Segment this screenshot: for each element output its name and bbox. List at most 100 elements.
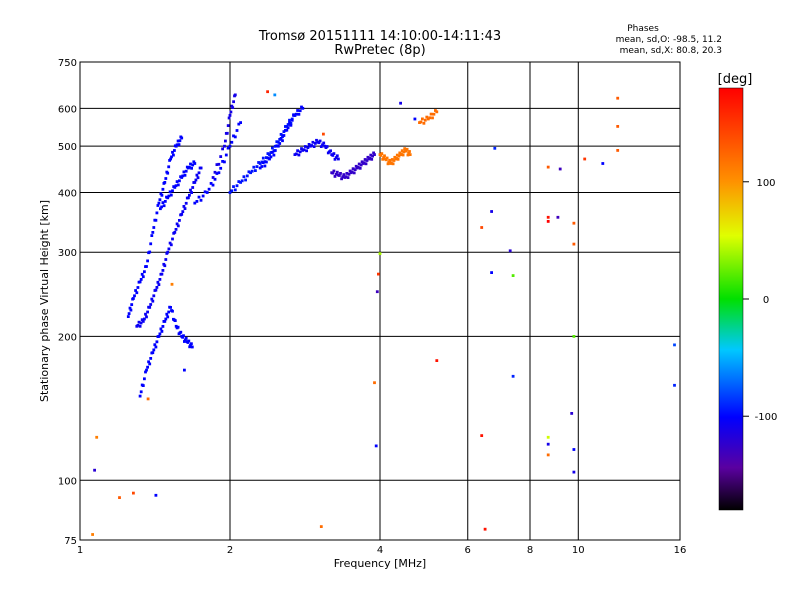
echo-point [136, 324, 140, 327]
echo-point [193, 181, 197, 184]
echo-point [190, 191, 193, 194]
echo-point [145, 315, 148, 319]
echo-point [189, 343, 192, 347]
echo-point [294, 152, 298, 156]
echo-point [152, 226, 156, 229]
echo-point [282, 134, 286, 137]
echo-point [378, 252, 382, 255]
echo-point [219, 166, 223, 170]
echo-point [405, 147, 409, 151]
echo-point [149, 357, 153, 360]
echo-point [171, 309, 174, 313]
echo-point [174, 144, 178, 148]
echo-point [480, 434, 484, 437]
chart-title: Tromsø 20151111 14:10:00-14:11:43 [258, 29, 501, 44]
echo-point [380, 152, 384, 155]
echo-point [511, 374, 515, 378]
echo-point [263, 160, 267, 163]
colorbar-ticks: 100 0 -100 [743, 178, 777, 423]
echo-point [261, 156, 265, 160]
echo-point [271, 150, 274, 154]
echo-point [400, 149, 404, 153]
echo-point [224, 153, 228, 157]
echo-point [242, 175, 246, 179]
echo-point [546, 220, 550, 223]
y-tick-label: 300 [58, 248, 77, 259]
echo-point [334, 156, 338, 159]
echo-point [431, 116, 434, 120]
x-tick-label: 2 [227, 545, 233, 556]
echo-point [158, 278, 162, 281]
echo-point [207, 187, 211, 191]
echo-point [126, 315, 130, 318]
echo-point [174, 324, 178, 328]
echo-point [169, 306, 172, 309]
x-axis-label: Frequency [MHz] [334, 557, 426, 570]
echo-point [143, 270, 146, 274]
echo-point [422, 121, 426, 125]
echo-point [546, 165, 550, 169]
chart-subtitle: RwPretec (8p) [334, 43, 425, 58]
echo-point [165, 312, 169, 316]
y-tick-label: 75 [64, 536, 77, 547]
echo-point [150, 297, 154, 301]
echo-point [375, 290, 379, 294]
colorbar-tick-label: -100 [755, 412, 778, 423]
echo-point [237, 180, 241, 183]
echo-point [146, 259, 149, 263]
echo-point [235, 129, 239, 132]
echo-point [390, 158, 394, 161]
echo-point [377, 272, 380, 276]
echo-point [275, 144, 279, 148]
echo-point [178, 179, 181, 183]
echo-point [174, 184, 178, 188]
echo-point [228, 144, 232, 148]
echo-point [260, 160, 264, 164]
echo-point [154, 345, 158, 349]
echo-point [161, 269, 165, 272]
echo-point [673, 383, 676, 387]
echo-point [194, 178, 198, 182]
echo-point [572, 470, 576, 474]
echo-point [322, 141, 326, 145]
echo-point [180, 176, 184, 179]
echo-point [191, 186, 195, 189]
echo-point [141, 320, 145, 323]
echo-point [133, 294, 136, 298]
echo-point [230, 140, 234, 144]
echo-point [226, 124, 230, 127]
echo-point [388, 158, 392, 162]
echo-point [297, 112, 301, 116]
echo-point [190, 342, 193, 346]
echo-point [268, 157, 271, 161]
echo-point [158, 332, 162, 336]
echo-point [350, 170, 354, 174]
echo-point [288, 121, 291, 125]
echo-point [167, 310, 171, 314]
echo-point [356, 165, 360, 169]
echo-point [263, 164, 267, 168]
echo-point [182, 334, 185, 338]
echo-point [233, 135, 237, 139]
echo-point [318, 139, 322, 143]
echo-point [156, 204, 160, 207]
echo-point [252, 165, 256, 169]
echo-point [154, 288, 158, 292]
echo-point [382, 156, 385, 159]
x-axis-ticks: 1 2 4 6 8 10 16 [77, 545, 687, 556]
echo-point [306, 146, 310, 149]
echo-point [232, 134, 235, 138]
echo-point [616, 149, 620, 152]
echo-point [404, 149, 408, 153]
echo-point [161, 201, 165, 204]
echo-point [370, 157, 374, 161]
echo-point [315, 138, 318, 142]
echo-point [319, 145, 323, 148]
echo-point [339, 172, 342, 175]
echo-point [232, 185, 235, 188]
echo-point [286, 123, 290, 126]
y-axis-label: Stationary phase Virtual Height [km] [38, 200, 51, 402]
echo-point [183, 340, 186, 343]
echo-point [163, 181, 167, 184]
